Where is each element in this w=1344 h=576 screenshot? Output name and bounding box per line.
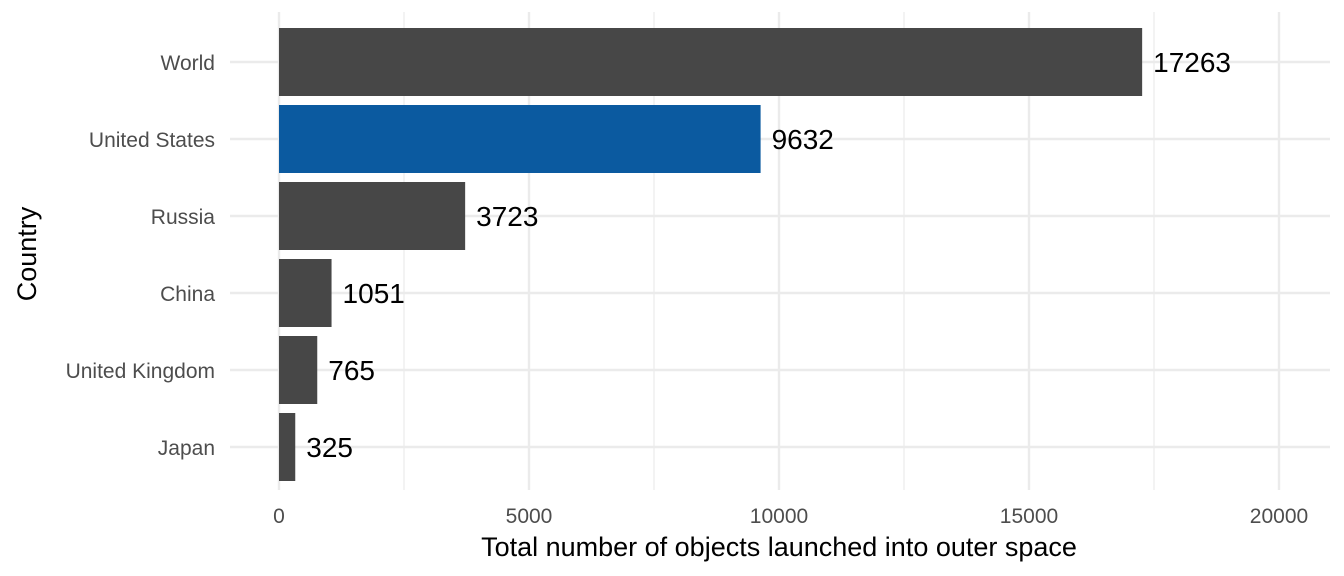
x-axis-title: Total number of objects launched into ou… — [481, 532, 1077, 562]
y-tick-label: United Kingdom — [66, 360, 215, 383]
bar — [279, 413, 296, 481]
x-tick-label: 20000 — [1250, 505, 1308, 528]
x-tick-label: 10000 — [750, 505, 808, 528]
y-tick-label: China — [160, 283, 215, 306]
y-tick-label: World — [161, 52, 215, 75]
data-label: 9632 — [772, 124, 834, 155]
y-axis-tick-labels: World United States Russia China United King… — [66, 52, 216, 460]
x-axis-tick-labels: 0 5000 10000 15000 20000 — [273, 505, 1308, 528]
bar — [279, 182, 466, 250]
bar — [279, 259, 332, 327]
bar — [279, 105, 761, 173]
bar — [279, 336, 318, 404]
x-tick-label: 0 — [273, 505, 285, 528]
bar — [279, 28, 1143, 96]
y-tick-label: Russia — [151, 206, 216, 229]
bars — [279, 28, 1143, 481]
data-label: 3723 — [476, 201, 538, 232]
x-tick-label: 5000 — [506, 505, 553, 528]
data-label: 325 — [306, 432, 353, 463]
y-tick-label: United States — [89, 129, 215, 152]
data-label: 1051 — [343, 278, 405, 309]
y-axis-title: Country — [12, 206, 42, 301]
x-tick-label: 15000 — [1000, 505, 1058, 528]
y-tick-label: Japan — [158, 437, 215, 460]
data-label: 17263 — [1153, 47, 1231, 78]
data-label: 765 — [328, 355, 375, 386]
data-labels: 17263 9632 3723 1051 765 325 — [306, 47, 1231, 463]
